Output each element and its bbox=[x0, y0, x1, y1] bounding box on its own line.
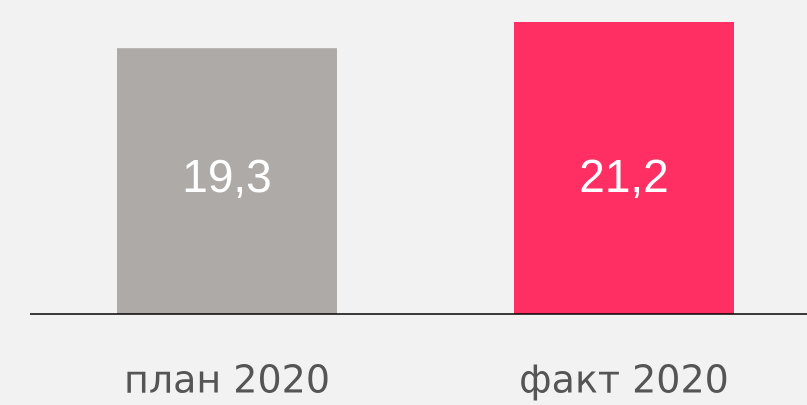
category-label: факт 2020 bbox=[519, 358, 729, 402]
value-label: 19,3 bbox=[182, 150, 272, 202]
category-label: план 2020 bbox=[124, 358, 330, 402]
bar bbox=[117, 48, 337, 315]
value-label: 21,2 bbox=[579, 150, 669, 202]
bar bbox=[514, 22, 734, 314]
